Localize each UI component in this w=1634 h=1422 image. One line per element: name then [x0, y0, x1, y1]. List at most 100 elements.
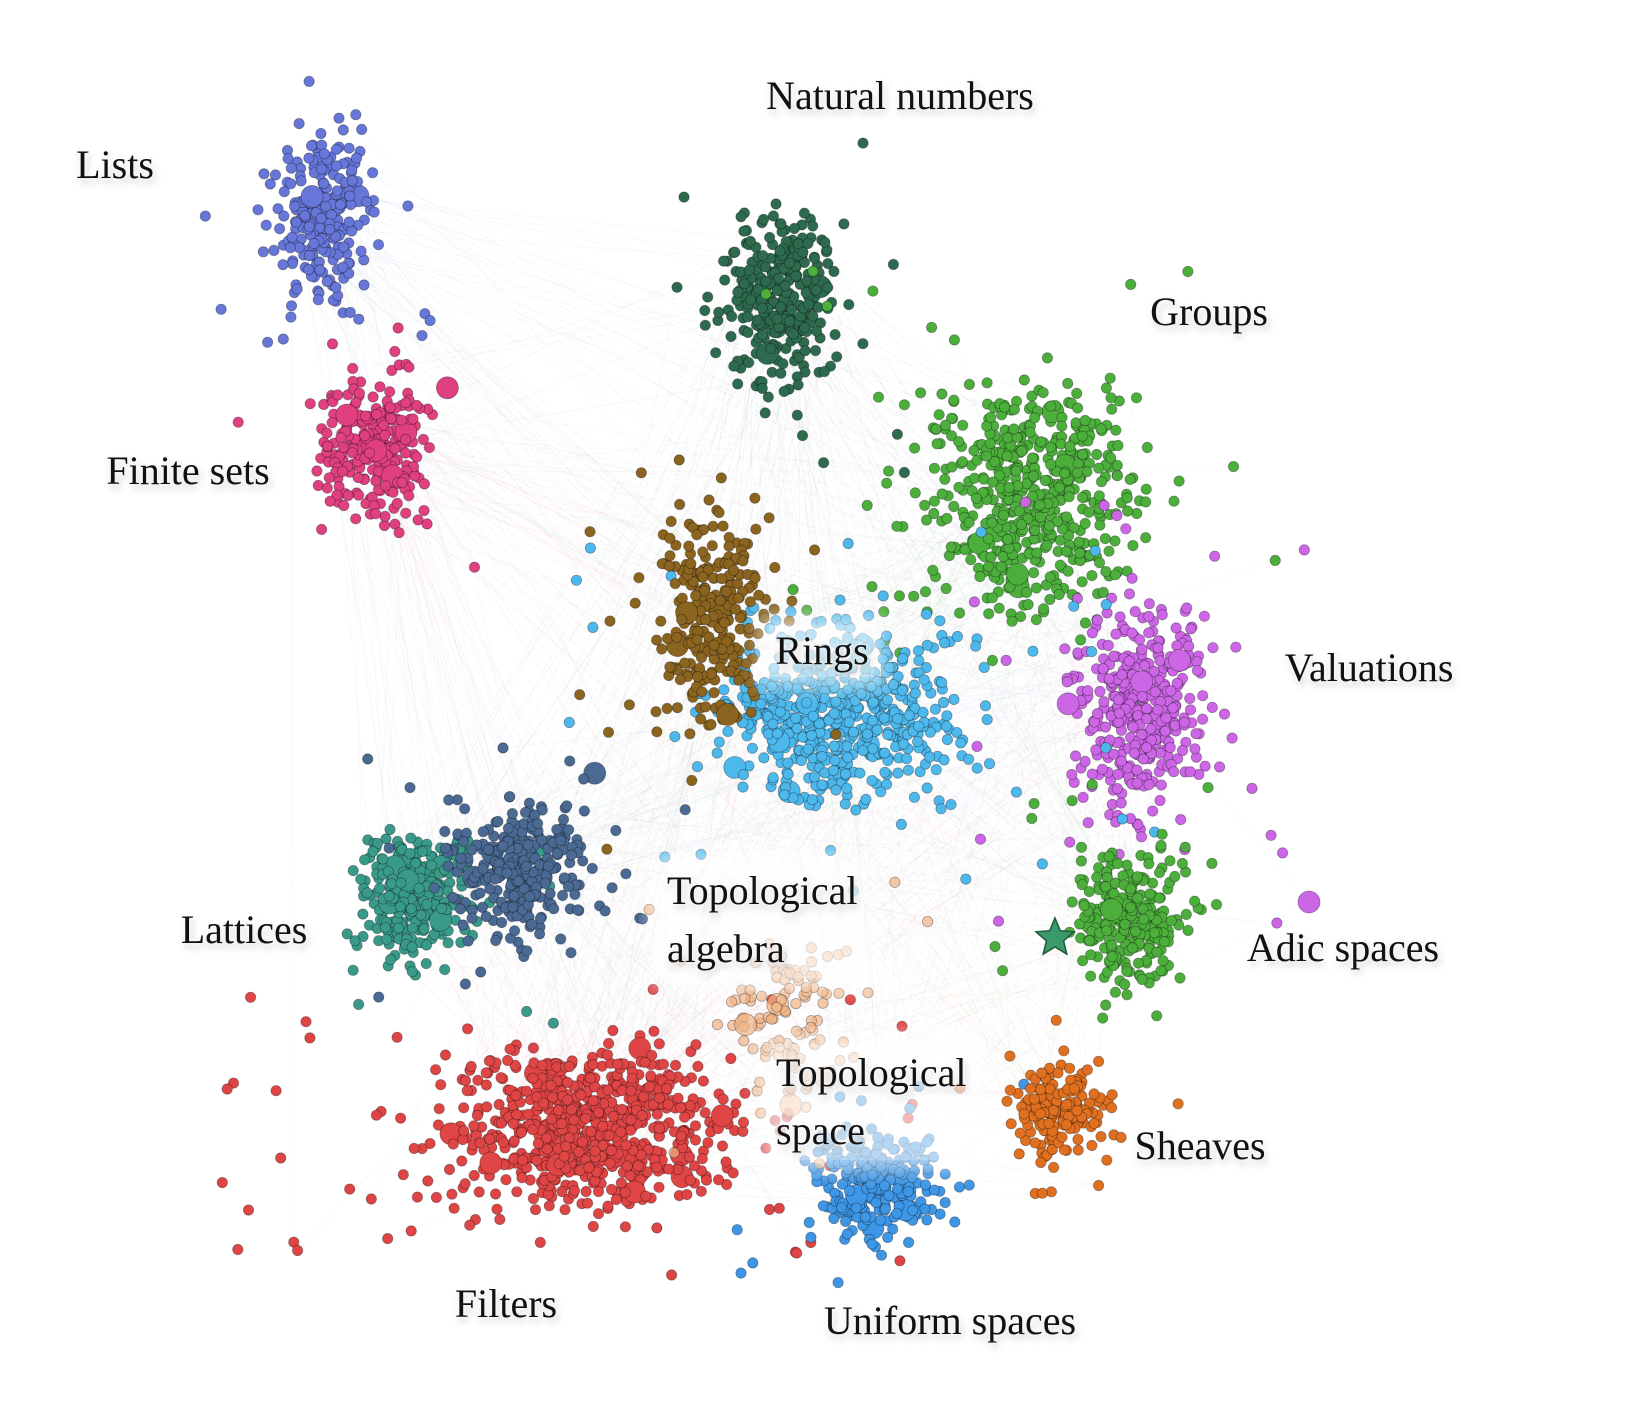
- node-filters[interactable]: [581, 1197, 594, 1209]
- node-natural-numbers[interactable]: [798, 207, 811, 219]
- node-valuations[interactable]: [1098, 499, 1110, 511]
- node-groups[interactable]: [1100, 565, 1112, 578]
- node-topological-algebra[interactable]: [675, 613, 688, 626]
- node-lattices-b[interactable]: [508, 890, 520, 902]
- node-valuations[interactable]: [1156, 609, 1168, 621]
- node-lattices[interactable]: [384, 823, 396, 836]
- node-natural-numbers[interactable]: [745, 294, 757, 306]
- node-rings[interactable]: [587, 621, 599, 634]
- node-rings[interactable]: [866, 774, 878, 787]
- node-filters[interactable]: [291, 1244, 304, 1257]
- node-valuations[interactable]: [1098, 696, 1110, 708]
- node-natural-numbers[interactable]: [732, 378, 744, 390]
- node-filters[interactable]: [896, 1020, 908, 1032]
- node-natural-numbers[interactable]: [778, 385, 790, 397]
- node-groups[interactable]: [980, 450, 993, 462]
- node-lattices-b[interactable]: [556, 889, 569, 902]
- node-lattices-b[interactable]: [542, 860, 554, 872]
- node-natural-numbers[interactable]: [799, 345, 811, 357]
- node-groups[interactable]: [968, 472, 981, 484]
- node-groups[interactable]: [1269, 554, 1281, 567]
- node-filters[interactable]: [894, 1255, 906, 1267]
- node-rings[interactable]: [824, 844, 837, 857]
- node-groups[interactable]: [1031, 547, 1043, 559]
- node-filters[interactable]: [605, 1183, 618, 1196]
- node-filters[interactable]: [624, 1170, 636, 1182]
- node-filters[interactable]: [647, 983, 659, 996]
- node-natural-numbers[interactable]: [819, 236, 831, 248]
- node-filters[interactable]: [619, 1221, 632, 1233]
- node-filters[interactable]: [669, 1059, 682, 1071]
- node-filters[interactable]: [465, 1060, 477, 1073]
- node-filters[interactable]: [675, 1102, 687, 1114]
- node-groups[interactable]: [1038, 603, 1050, 615]
- node-filters[interactable]: [700, 1174, 713, 1186]
- node-valuations[interactable]: [974, 833, 987, 845]
- node-valuations[interactable]: [1131, 764, 1143, 776]
- node-filters[interactable]: [429, 1064, 442, 1076]
- node-rings[interactable]: [842, 684, 854, 696]
- node-filters[interactable]: [495, 1072, 507, 1084]
- node-groups[interactable]: [1001, 450, 1013, 462]
- node-lattices-b[interactable]: [522, 839, 534, 851]
- node-valuations[interactable]: [1185, 623, 1197, 635]
- node-valuations[interactable]: [1147, 805, 1159, 817]
- node-rings[interactable]: [897, 652, 909, 665]
- node-filters[interactable]: [304, 1032, 316, 1044]
- node-rings[interactable]: [785, 606, 797, 618]
- node-groups[interactable]: [1173, 475, 1185, 487]
- node-valuations[interactable]: [1086, 768, 1098, 780]
- node-lattices[interactable]: [442, 937, 454, 949]
- node-rings[interactable]: [940, 720, 952, 732]
- node-groups[interactable]: [1006, 615, 1018, 627]
- node-natural-numbers[interactable]: [777, 358, 789, 370]
- node-topological-algebra[interactable]: [673, 454, 685, 466]
- node-filters[interactable]: [639, 1056, 651, 1069]
- node-filters[interactable]: [587, 1095, 599, 1107]
- node-filters[interactable]: [625, 1114, 637, 1126]
- node-topological-algebra[interactable]: [665, 515, 677, 528]
- node-filters[interactable]: [459, 1178, 471, 1190]
- node-natural-numbers[interactable]: [809, 344, 822, 357]
- node-lattices-b[interactable]: [565, 947, 577, 959]
- node-groups[interactable]: [1076, 491, 1089, 504]
- node-lattices[interactable]: [435, 902, 448, 915]
- node-valuations[interactable]: [1175, 813, 1187, 826]
- node-filters[interactable]: [584, 1072, 597, 1084]
- node-groups[interactable]: [953, 481, 965, 493]
- node-rings[interactable]: [945, 798, 957, 811]
- node-groups[interactable]: [953, 607, 966, 619]
- node-topological-algebra[interactable]: [663, 560, 675, 572]
- node-groups[interactable]: [983, 608, 995, 620]
- node-filters[interactable]: [536, 1059, 548, 1071]
- node-groups[interactable]: [1077, 430, 1089, 442]
- node-filters[interactable]: [791, 1247, 803, 1259]
- node-rings[interactable]: [913, 655, 925, 667]
- node-lists[interactable]: [284, 242, 296, 254]
- node-groups[interactable]: [919, 586, 932, 598]
- node-groups[interactable]: [1074, 547, 1086, 559]
- node-rings[interactable]: [1100, 598, 1112, 611]
- node-groups[interactable]: [1104, 372, 1116, 384]
- node-natural-numbers[interactable]: [810, 284, 822, 296]
- node-topological-algebra[interactable]: [720, 585, 733, 598]
- node-valuations[interactable]: [1206, 701, 1218, 714]
- node-filters[interactable]: [675, 1130, 687, 1142]
- node-filters[interactable]: [543, 1200, 555, 1212]
- node-lattices-b[interactable]: [610, 824, 622, 837]
- node-filters[interactable]: [712, 1174, 725, 1186]
- node-lattices-b[interactable]: [477, 826, 489, 838]
- node-finite-sets[interactable]: [364, 447, 376, 459]
- node-filters[interactable]: [468, 1120, 480, 1132]
- node-groups[interactable]: [1079, 517, 1091, 530]
- node-groups[interactable]: [1095, 423, 1107, 435]
- node-topological-algebra[interactable]: [750, 523, 762, 535]
- node-filters[interactable]: [653, 1092, 666, 1104]
- node-groups[interactable]: [908, 442, 921, 454]
- node-topological-algebra[interactable]: [808, 544, 821, 556]
- node-filters[interactable]: [657, 1058, 670, 1070]
- node-rings[interactable]: [830, 696, 842, 708]
- node-lists[interactable]: [358, 279, 370, 291]
- node-filters[interactable]: [653, 1038, 665, 1050]
- node-rings[interactable]: [948, 693, 960, 706]
